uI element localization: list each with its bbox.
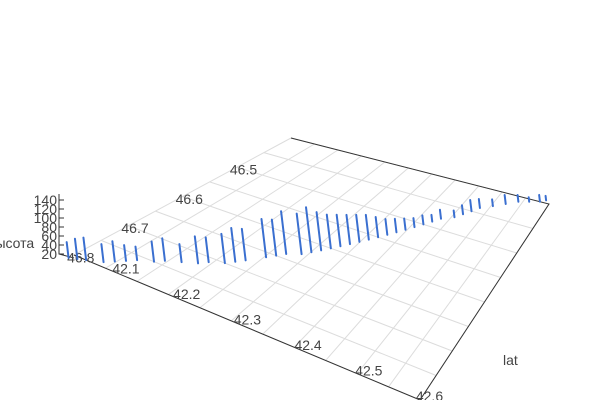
z-tick-label: 60 [41, 228, 57, 244]
y-axis-ticks: 42.1 42.2 42.3 42.4 42.5 42.6 [112, 261, 443, 400]
data-point-stem [438, 208, 443, 220]
grid-line [155, 210, 469, 327]
data-point-stem [82, 236, 88, 262]
data-point-stem [335, 213, 342, 248]
grid-line [128, 225, 453, 352]
data-point-stem [220, 232, 226, 265]
data-point-stem [111, 240, 116, 263]
z-tick-label: 100 [34, 210, 58, 226]
data-point-stem [527, 196, 531, 203]
data-point-stem [270, 218, 278, 257]
grid-line [105, 143, 315, 269]
data-point-stem [345, 213, 351, 246]
data-point-stem [315, 211, 323, 252]
data-marks [65, 193, 548, 265]
x-tick-label: 46.5 [230, 162, 257, 178]
data-point-stem [374, 215, 380, 239]
grid-line [136, 149, 339, 282]
data-point-stem [123, 244, 128, 262]
x-axis-ticks: 46.8 46.7 46.6 46.5 [67, 162, 257, 266]
grid-line [73, 137, 292, 256]
data-point-stem [325, 213, 332, 250]
y-tick-label: 42.6 [416, 388, 443, 400]
data-point-stem [295, 212, 303, 256]
data-point-stem [503, 193, 507, 205]
y-tick-label: 42.1 [112, 261, 139, 277]
data-point-stem [403, 217, 407, 231]
data-point-stem [204, 236, 210, 264]
x-tick-label: 46.6 [176, 191, 203, 207]
data-point-stem [193, 235, 200, 265]
data-point-stem [280, 210, 288, 255]
data-point-stem [260, 218, 268, 259]
data-point-stem [477, 198, 481, 210]
z-tick-label: 120 [34, 201, 58, 217]
z-tick-label: 140 [34, 192, 58, 208]
data-point-stem [355, 213, 361, 243]
data-point-stem [364, 213, 370, 241]
z-tick-label: 20 [41, 246, 57, 262]
grid-line [263, 152, 534, 229]
y-axis-title: lat [503, 352, 518, 368]
z-tick-label: 40 [41, 237, 57, 253]
data-point-stem [305, 206, 313, 254]
data-point-stem [240, 227, 247, 262]
grid-line [199, 161, 386, 309]
data-point-stem [100, 243, 105, 264]
data-point-stem [460, 204, 465, 216]
floor-outline [73, 137, 550, 400]
data-point-stem [491, 198, 494, 208]
x-tick-label: 46.8 [67, 249, 94, 265]
z-axis-title: высота [0, 235, 34, 251]
data-point-stem [469, 198, 473, 213]
y-tick-label: 42.4 [294, 337, 321, 353]
data-point-stem [134, 245, 139, 262]
grid-line [209, 181, 501, 278]
z-tick-label: 80 [41, 219, 57, 235]
y-tick-label: 42.5 [355, 362, 382, 378]
data-point-stem [393, 217, 398, 234]
grid-line [293, 179, 456, 348]
y-tick-label: 42.3 [234, 312, 261, 328]
grid-line [356, 191, 503, 374]
floor-grid [73, 137, 550, 400]
data-point-stem [73, 237, 79, 261]
data-point-stem [421, 214, 425, 226]
data-point-stem [150, 240, 156, 263]
grid-line [262, 173, 433, 335]
grid-line [182, 196, 485, 303]
x-tick-label: 46.7 [121, 220, 148, 236]
grid-line [236, 166, 517, 254]
data-point-stem [230, 227, 237, 263]
data-point-stem [516, 193, 520, 203]
data-point-stem [538, 193, 541, 203]
grid-line [100, 239, 437, 376]
data-point-stem [452, 209, 456, 219]
data-point-stem [430, 213, 434, 223]
grid-line [325, 185, 480, 361]
data-point-stem [161, 237, 166, 262]
data-point-stem [412, 217, 416, 229]
grid-line [168, 155, 362, 295]
y-tick-label: 42.2 [173, 286, 200, 302]
data-point-stem [384, 218, 389, 236]
grid-line [388, 197, 526, 388]
data-point-stem [544, 194, 548, 202]
data-point-stem [65, 241, 70, 259]
data-point-stem [178, 243, 183, 264]
